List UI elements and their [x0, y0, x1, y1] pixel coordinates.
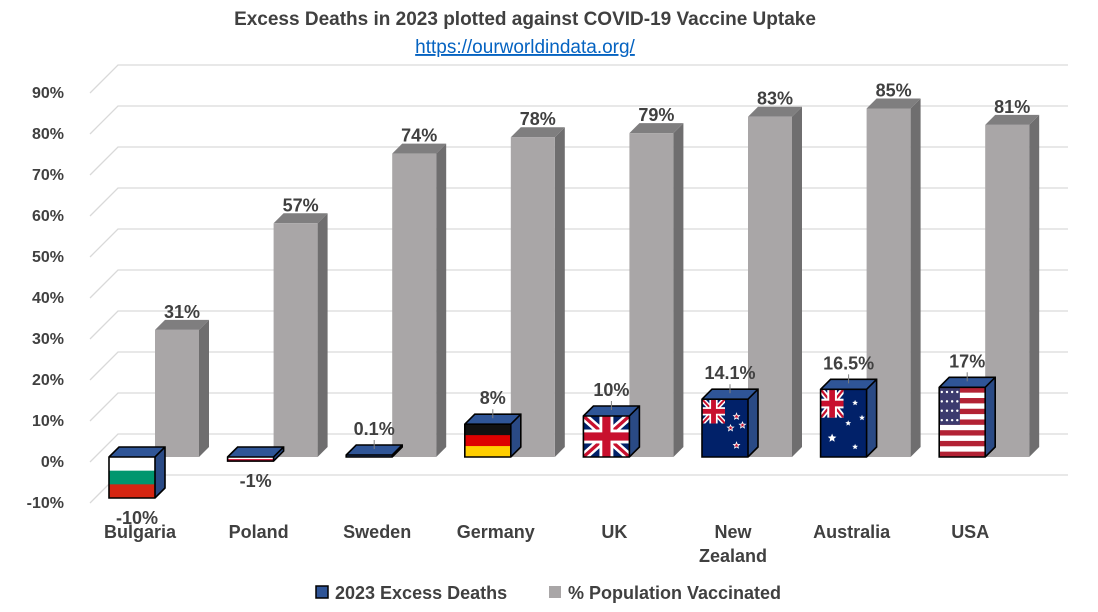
data-label-vaccinated: 31% [164, 302, 200, 322]
category-label-germany: Germany [457, 522, 535, 542]
data-label-excess-deaths: 14.1% [704, 363, 755, 383]
bar-vaccinated-uk [629, 123, 684, 457]
y-tick-label: 10% [32, 413, 64, 430]
bar-excess-deaths-poland [226, 446, 285, 462]
legend: 2023 Excess Deaths % Population Vaccinat… [315, 583, 781, 603]
bars [108, 98, 1040, 499]
data-label-vaccinated: 79% [638, 105, 674, 125]
category-label-uk: UK [601, 522, 627, 542]
category-label-usa: USA [951, 522, 989, 542]
bar-excess-deaths-usa [938, 376, 996, 458]
data-label-vaccinated: 74% [401, 126, 437, 146]
gridlines [89, 64, 1068, 504]
gridline [89, 187, 1068, 217]
bar-excess-deaths-new-zealand [701, 388, 759, 458]
y-tick-label: 0% [41, 454, 64, 471]
gridline [89, 146, 1068, 176]
gridline [89, 310, 1068, 340]
bar-excess-deaths-sweden [345, 444, 403, 458]
category-label-poland: Poland [229, 522, 289, 542]
x-axis: Bulgaria Poland Sweden Germany UK New Zealand A… [104, 522, 989, 566]
y-tick-label: 30% [32, 331, 64, 348]
gridline [89, 228, 1068, 258]
bar-excess-deaths-bulgaria [108, 446, 166, 499]
gridline [89, 269, 1068, 299]
y-axis: -10% 0% 10% 20% 30% 40% 50% 60% 70% 80% 90% [27, 85, 64, 512]
y-tick-label: 80% [32, 126, 64, 143]
data-label-excess-deaths: 16.5% [823, 353, 874, 373]
data-label-vaccinated: 78% [520, 109, 556, 129]
category-label-new-zealand: New Zealand [699, 522, 767, 566]
bar-vaccinated-germany [510, 127, 565, 457]
data-label-excess-deaths: -1% [240, 471, 272, 491]
y-tick-label: 90% [32, 85, 64, 102]
data-label-excess-deaths: 0.1% [354, 419, 395, 439]
bar-excess-deaths-uk [582, 405, 641, 458]
category-label-bulgaria: Bulgaria [104, 522, 177, 542]
y-tick-label: 70% [32, 167, 64, 184]
legend-swatch-vaccinated [549, 586, 561, 598]
data-label-vaccinated: 85% [876, 81, 912, 101]
source-link[interactable]: https://ourworldindata.org/ [415, 37, 635, 58]
legend-label-vaccinated: % Population Vaccinated [568, 583, 781, 603]
bar-vaccinated-sweden [392, 143, 447, 457]
y-tick-label: 40% [32, 290, 64, 307]
data-labels: 31% -10% 57% -1% 74% 0.1% 78% 8% 79% 10% 83% 14.1% 8… [116, 81, 1030, 529]
chart-title: Excess Deaths in 2023 plotted against CO… [234, 9, 816, 30]
bar-vaccinated-bulgaria [155, 319, 209, 457]
data-label-excess-deaths: -10% [116, 508, 158, 528]
gridline [89, 392, 1068, 422]
data-label-excess-deaths: 10% [593, 380, 629, 400]
gridline [89, 351, 1068, 381]
legend-label-excess-deaths: 2023 Excess Deaths [335, 583, 507, 603]
bar-excess-deaths-australia [819, 378, 878, 458]
gridline [89, 64, 1068, 94]
data-label-excess-deaths: 17% [949, 351, 985, 371]
category-label-sweden: Sweden [343, 522, 411, 542]
legend-swatch-excess-deaths [315, 585, 329, 599]
gridline [89, 105, 1068, 135]
y-tick-label: 20% [32, 372, 64, 389]
y-tick-label: 50% [32, 249, 64, 266]
bar-excess-deaths-germany [464, 413, 522, 458]
data-label-vaccinated: 81% [994, 97, 1030, 117]
data-label-vaccinated: 57% [283, 195, 319, 215]
category-label-australia: Australia [813, 522, 891, 542]
y-tick-label: -10% [27, 495, 64, 512]
data-label-excess-deaths: 8% [480, 388, 506, 408]
gridline [89, 474, 1068, 504]
data-label-vaccinated: 83% [757, 89, 793, 109]
bar-vaccinated-poland [273, 213, 328, 457]
y-tick-label: 60% [32, 208, 64, 225]
